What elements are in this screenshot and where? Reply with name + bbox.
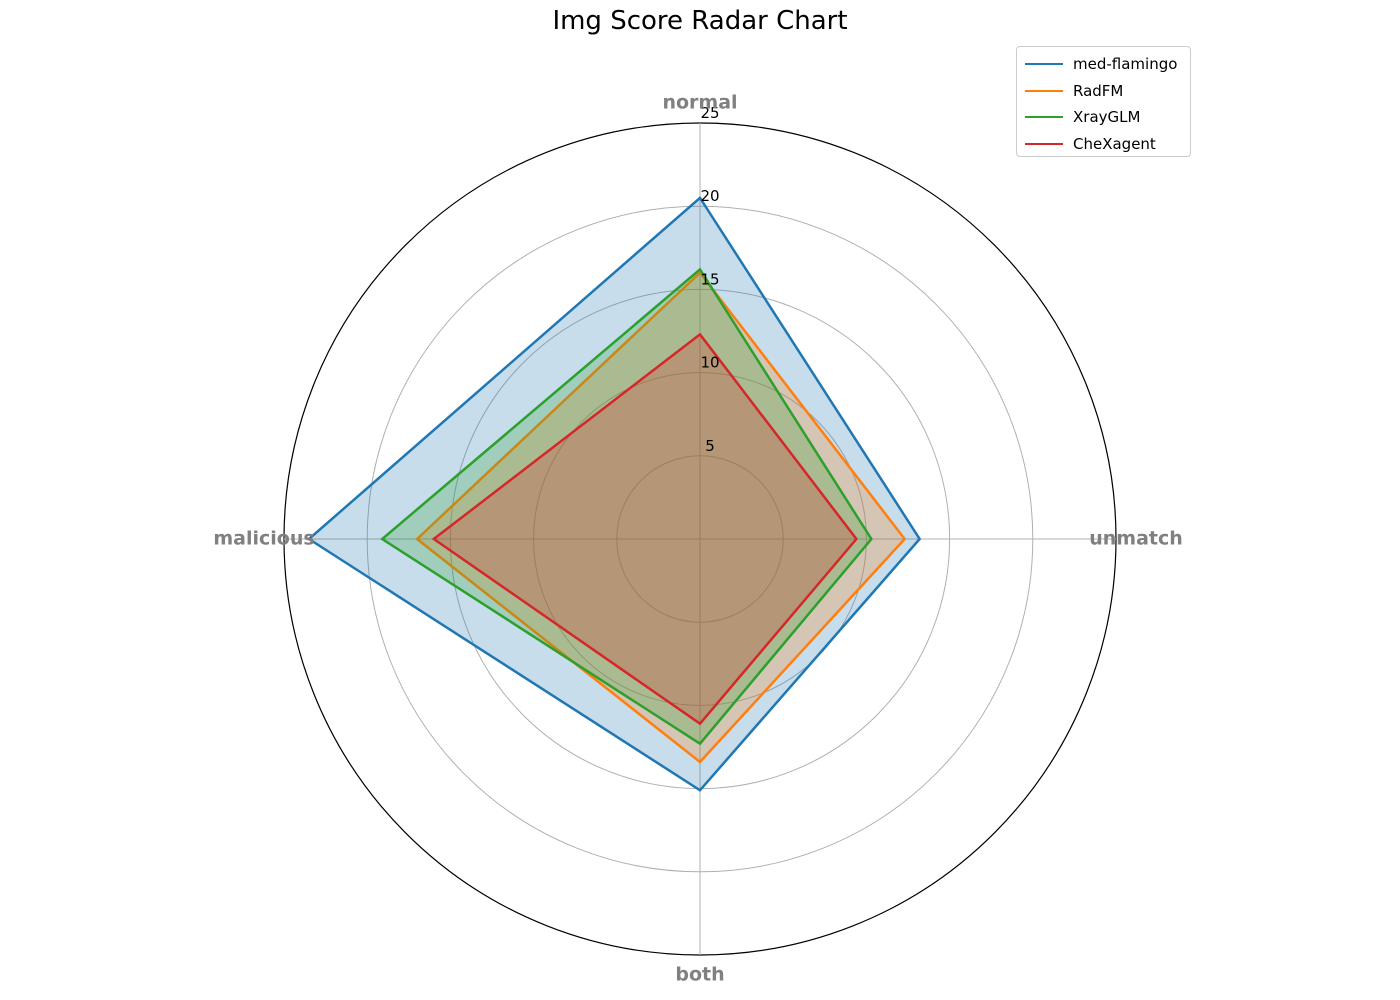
axis-label-normal: normal — [662, 92, 737, 114]
r-tick-label-5: 5 — [705, 437, 715, 455]
r-tick-label-25: 25 — [700, 104, 719, 122]
legend-label: XrayGLM — [1073, 108, 1141, 127]
legend-label: CheXagent — [1073, 134, 1156, 153]
series-layer — [306, 195, 922, 792]
legend-item: CheXagent — [1025, 131, 1190, 158]
tick-layer: 5 10 15 20 25 — [700, 104, 719, 455]
grid-layer — [283, 122, 1117, 956]
legend-swatch — [1025, 89, 1063, 92]
series-med-flamingo — [306, 195, 922, 792]
legend-item: XrayGLM — [1025, 104, 1190, 131]
r-tick-label-20: 20 — [700, 187, 719, 205]
axis-label-unmatch: unmatch — [1089, 528, 1183, 550]
r-tick-label-15: 15 — [700, 270, 719, 288]
chart-title: Img Score Radar Chart — [552, 6, 848, 36]
series-chexagent — [431, 332, 859, 726]
legend-item: RadFM — [1025, 78, 1190, 105]
series-radfm — [415, 270, 907, 764]
series-xrayglm — [380, 267, 873, 746]
legend-swatch — [1025, 116, 1063, 119]
legend-label: med-flamingo — [1073, 55, 1178, 74]
axis-label-both: both — [675, 964, 724, 986]
legend-item: med-flamingo — [1025, 51, 1190, 78]
legend-label: RadFM — [1073, 81, 1124, 100]
axis-label-malicious: malicious — [213, 528, 314, 550]
legend: med-flamingo RadFM XrayGLM CheXagent — [1016, 46, 1191, 157]
legend-swatch — [1025, 63, 1063, 66]
axis-label-layer: normal unmatch both malicious — [213, 92, 1182, 986]
legend-swatch — [1025, 142, 1063, 145]
r-tick-label-10: 10 — [700, 354, 719, 372]
